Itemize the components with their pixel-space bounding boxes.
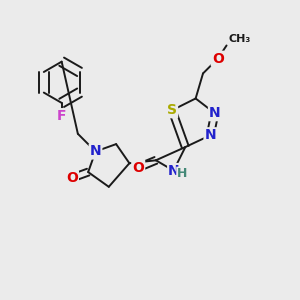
Text: N: N [209, 106, 220, 120]
Text: O: O [132, 161, 144, 175]
Text: S: S [167, 103, 177, 117]
Text: N: N [90, 145, 101, 158]
Text: O: O [212, 52, 224, 66]
Text: N: N [168, 164, 179, 178]
Text: CH₃: CH₃ [228, 34, 250, 44]
Text: N: N [205, 128, 216, 142]
Text: O: O [66, 171, 78, 185]
Text: H: H [177, 167, 187, 180]
Text: F: F [57, 109, 66, 123]
